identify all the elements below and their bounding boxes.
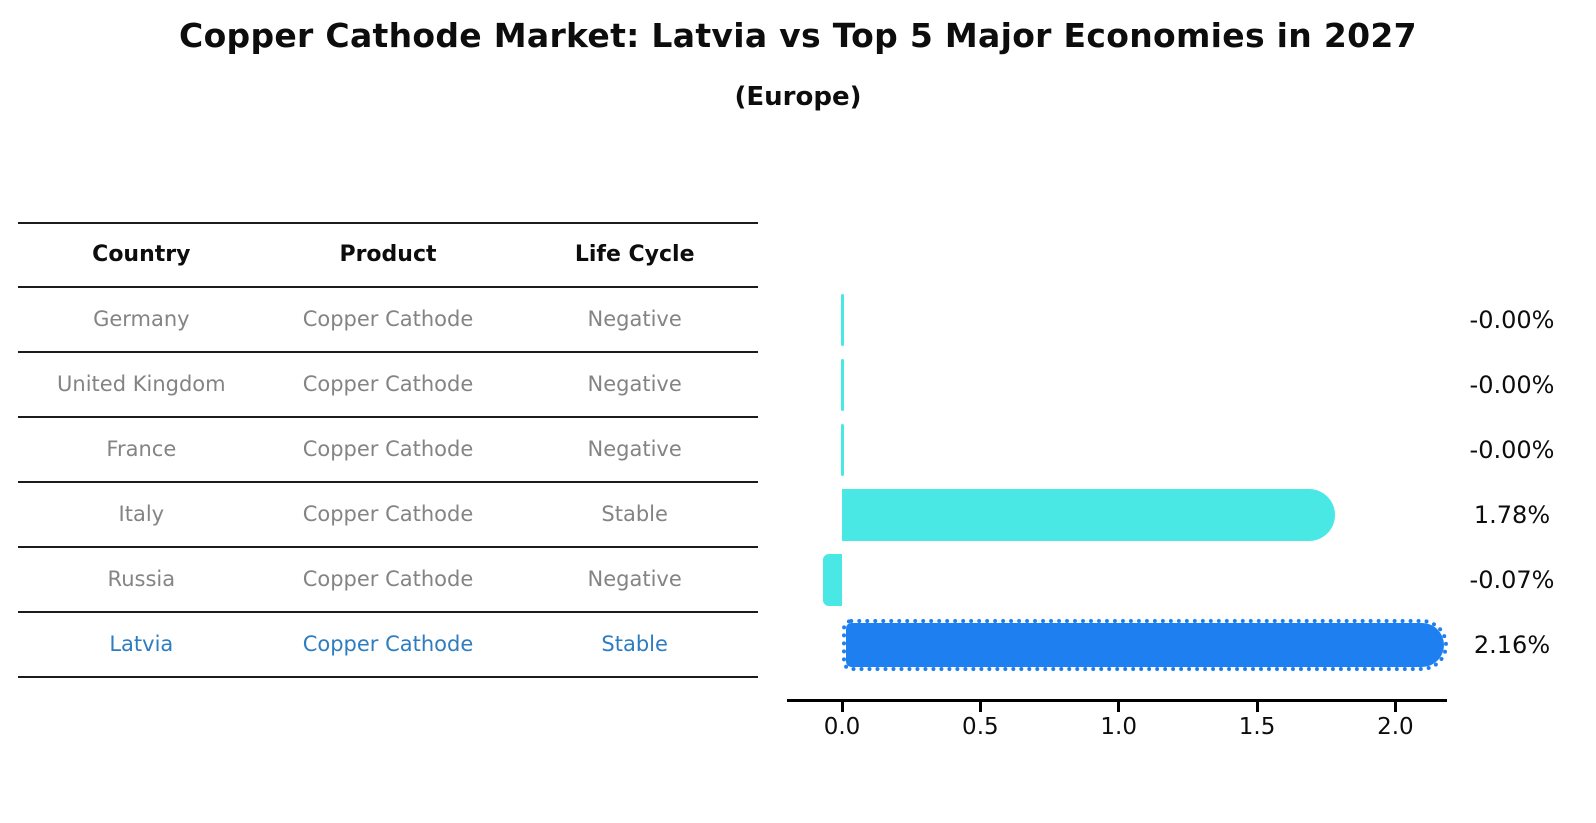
table-row-france: France Copper Cathode Negative xyxy=(18,416,758,481)
table-header-row: Country Product Life Cycle xyxy=(18,222,758,286)
table-row-italy: Italy Copper Cathode Stable xyxy=(18,481,758,546)
table-row-germany: Germany Copper Cathode Negative xyxy=(18,286,758,351)
table-row-rule xyxy=(18,351,758,353)
table-cell-product: Copper Cathode xyxy=(302,631,474,656)
table-row-rule xyxy=(18,611,758,613)
table-cell-life-cycle: Negative xyxy=(587,436,682,461)
table-row-rule xyxy=(18,546,758,548)
table-cell-life-cycle: Negative xyxy=(587,566,682,591)
x-tick-mark xyxy=(1393,702,1397,712)
value-label-italy: 1.78% xyxy=(1473,501,1551,529)
value-label-germany: -0.00% xyxy=(1469,306,1555,334)
bar-germany xyxy=(840,294,844,346)
x-tick-label: 0.5 xyxy=(962,714,999,740)
table-cell-country: France xyxy=(106,436,177,461)
table-cell-life-cycle: Negative xyxy=(587,306,682,331)
table-cell-country: Russia xyxy=(107,566,176,591)
value-label-latvia: 2.16% xyxy=(1473,631,1551,659)
table-cell-country: Latvia xyxy=(109,631,174,656)
bar-latvia xyxy=(842,619,1448,671)
bar-france xyxy=(840,424,844,476)
page-title: Copper Cathode Market: Latvia vs Top 5 M… xyxy=(179,16,1417,55)
table-row-russia: Russia Copper Cathode Negative xyxy=(18,546,758,611)
x-axis-line xyxy=(787,699,1447,702)
value-label-united-kingdom: -0.00% xyxy=(1469,371,1555,399)
table-top-rule xyxy=(18,222,758,224)
table-row-rule xyxy=(18,416,758,418)
table-cell-country: United Kingdom xyxy=(57,371,226,396)
table-cell-life-cycle: Stable xyxy=(601,631,668,656)
header-cell-product: Product xyxy=(339,241,437,267)
table-header-rule xyxy=(18,286,758,288)
table-cell-product: Copper Cathode xyxy=(302,371,474,396)
x-tick-label: 1.5 xyxy=(1238,714,1276,740)
table-cell-product: Copper Cathode xyxy=(302,566,474,591)
page-subtitle: (Europe) xyxy=(734,82,862,112)
table-row-latvia: Latvia Copper Cathode Stable xyxy=(18,611,758,676)
table-row-rule xyxy=(18,481,758,483)
table-cell-country: Germany xyxy=(93,306,190,331)
x-tick-label: 1.0 xyxy=(1100,714,1137,740)
x-tick-label: 2.0 xyxy=(1377,714,1414,740)
bar-russia xyxy=(822,554,842,606)
header-cell-life-cycle: Life Cycle xyxy=(574,241,695,267)
table-cell-product: Copper Cathode xyxy=(302,306,474,331)
table-cell-life-cycle: Negative xyxy=(587,371,682,396)
table-cell-product: Copper Cathode xyxy=(302,436,474,461)
x-tick-mark xyxy=(1117,702,1121,712)
x-tick-mark xyxy=(840,702,844,712)
value-label-russia: -0.07% xyxy=(1469,566,1555,594)
bar-italy xyxy=(842,489,1335,541)
table-cell-life-cycle: Stable xyxy=(601,501,668,526)
bar-united-kingdom xyxy=(840,359,844,411)
table-cell-product: Copper Cathode xyxy=(302,501,474,526)
x-tick-mark xyxy=(1255,702,1259,712)
table-row-united-kingdom: United Kingdom Copper Cathode Negative xyxy=(18,351,758,416)
x-tick-mark xyxy=(978,702,982,712)
header-cell-country: Country xyxy=(92,241,191,267)
value-label-france: -0.00% xyxy=(1469,436,1555,464)
table-row-rule xyxy=(18,676,758,678)
x-tick-label: 0.0 xyxy=(823,714,861,740)
table-cell-country: Italy xyxy=(118,501,165,526)
